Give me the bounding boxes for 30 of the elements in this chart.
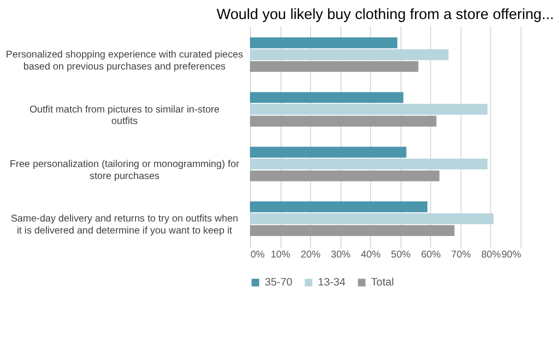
x-tick-label: 70%	[451, 250, 472, 261]
x-tick-label: 60%	[421, 250, 441, 261]
bar	[250, 37, 398, 48]
bar	[250, 158, 488, 170]
bar	[250, 49, 448, 60]
x-tick-label: 20%	[300, 250, 321, 261]
x-tick-label: 40%	[360, 250, 381, 261]
x-tick-label: 80%	[481, 250, 502, 261]
x-tick-label: 30%	[330, 250, 351, 261]
y-tick-label: Same-day delivery and returns to try on outfits when it is delivered and determine if you want to keep it	[10, 214, 238, 236]
chart-title: Would you likely buy clothing from a store offering...	[216, 7, 554, 24]
y-tick-label: Personalized shopping experience with curated pieces based on previous purchases and preferences	[6, 50, 244, 72]
legend-label: 13-34	[318, 276, 346, 289]
bar	[250, 146, 406, 158]
bar	[250, 104, 488, 115]
x-tick-label: 50%	[390, 250, 411, 261]
bar	[250, 116, 436, 127]
bar	[250, 225, 454, 236]
bar	[250, 61, 418, 72]
bar	[250, 201, 428, 212]
x-tick-label: 10%	[270, 250, 291, 261]
x-tick-label: 0%	[250, 250, 265, 261]
x-tick-label: 90%	[501, 250, 522, 261]
y-tick-label: Outfit match from pictures to similar in-store outfits	[29, 104, 220, 128]
bar	[250, 170, 440, 182]
legend-label: Total	[371, 276, 394, 289]
legend-label: 35-70	[264, 276, 292, 289]
bar	[250, 213, 494, 224]
y-tick-label: Free personalization (tailoring or monogramming) for store purchases	[10, 158, 240, 182]
bar	[250, 92, 404, 103]
